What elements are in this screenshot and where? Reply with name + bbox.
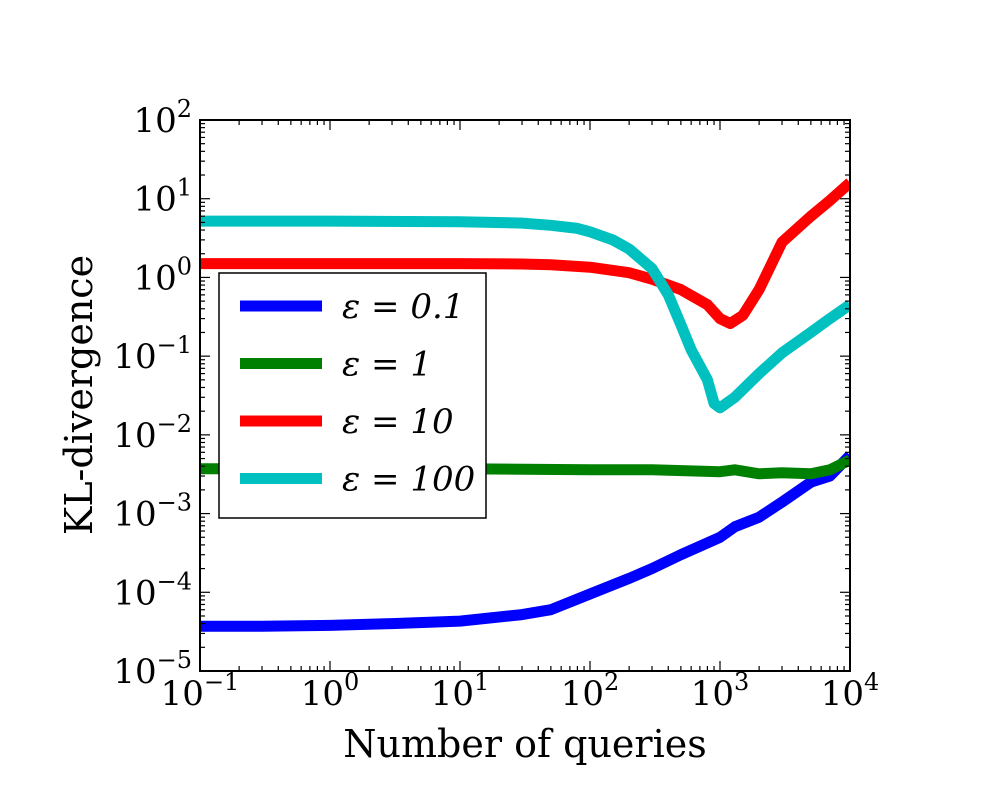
x-tick-label: 102 [561, 668, 620, 714]
legend-label-2: ε = 10 [342, 402, 454, 442]
y-axis-label: KL-divergence [57, 255, 101, 535]
y-tick-label: 10−5 [113, 646, 192, 692]
series-line-3 [200, 215, 850, 414]
plot-frame [199, 119, 851, 672]
legend-label-1: ε = 1 [342, 345, 432, 385]
y-tick-label: 10−1 [113, 331, 192, 377]
x-axis-label: Number of queries [343, 722, 706, 766]
y-tick-label: 101 [133, 174, 192, 220]
x-tick-label: 100 [301, 668, 360, 714]
y-tick-label: 10−2 [113, 410, 192, 456]
legend: ε = 0.1 ε = 1 ε = 10 ε = 100 [218, 272, 487, 519]
legend-label-0: ε = 0.1 [342, 287, 464, 327]
tick-labels: 10−1 100 101 102 103 104 10−5 10−4 10−3 10−2 10−1 1… [113, 95, 879, 714]
y-tick-label: 10−4 [113, 567, 192, 613]
x-tick-label: 103 [691, 668, 750, 714]
x-tick-label: 10−1 [161, 668, 240, 714]
y-tick-label: 10−3 [113, 489, 192, 535]
series-line-2 [200, 178, 850, 329]
series-line-0 [200, 451, 850, 632]
x-tick-label: 104 [821, 668, 880, 714]
legend-label-3: ε = 100 [342, 460, 475, 500]
y-tick-label: 102 [133, 95, 192, 141]
x-tick-label: 101 [431, 668, 490, 714]
y-tick-label: 100 [133, 252, 192, 298]
axis-ticks [199, 119, 851, 672]
